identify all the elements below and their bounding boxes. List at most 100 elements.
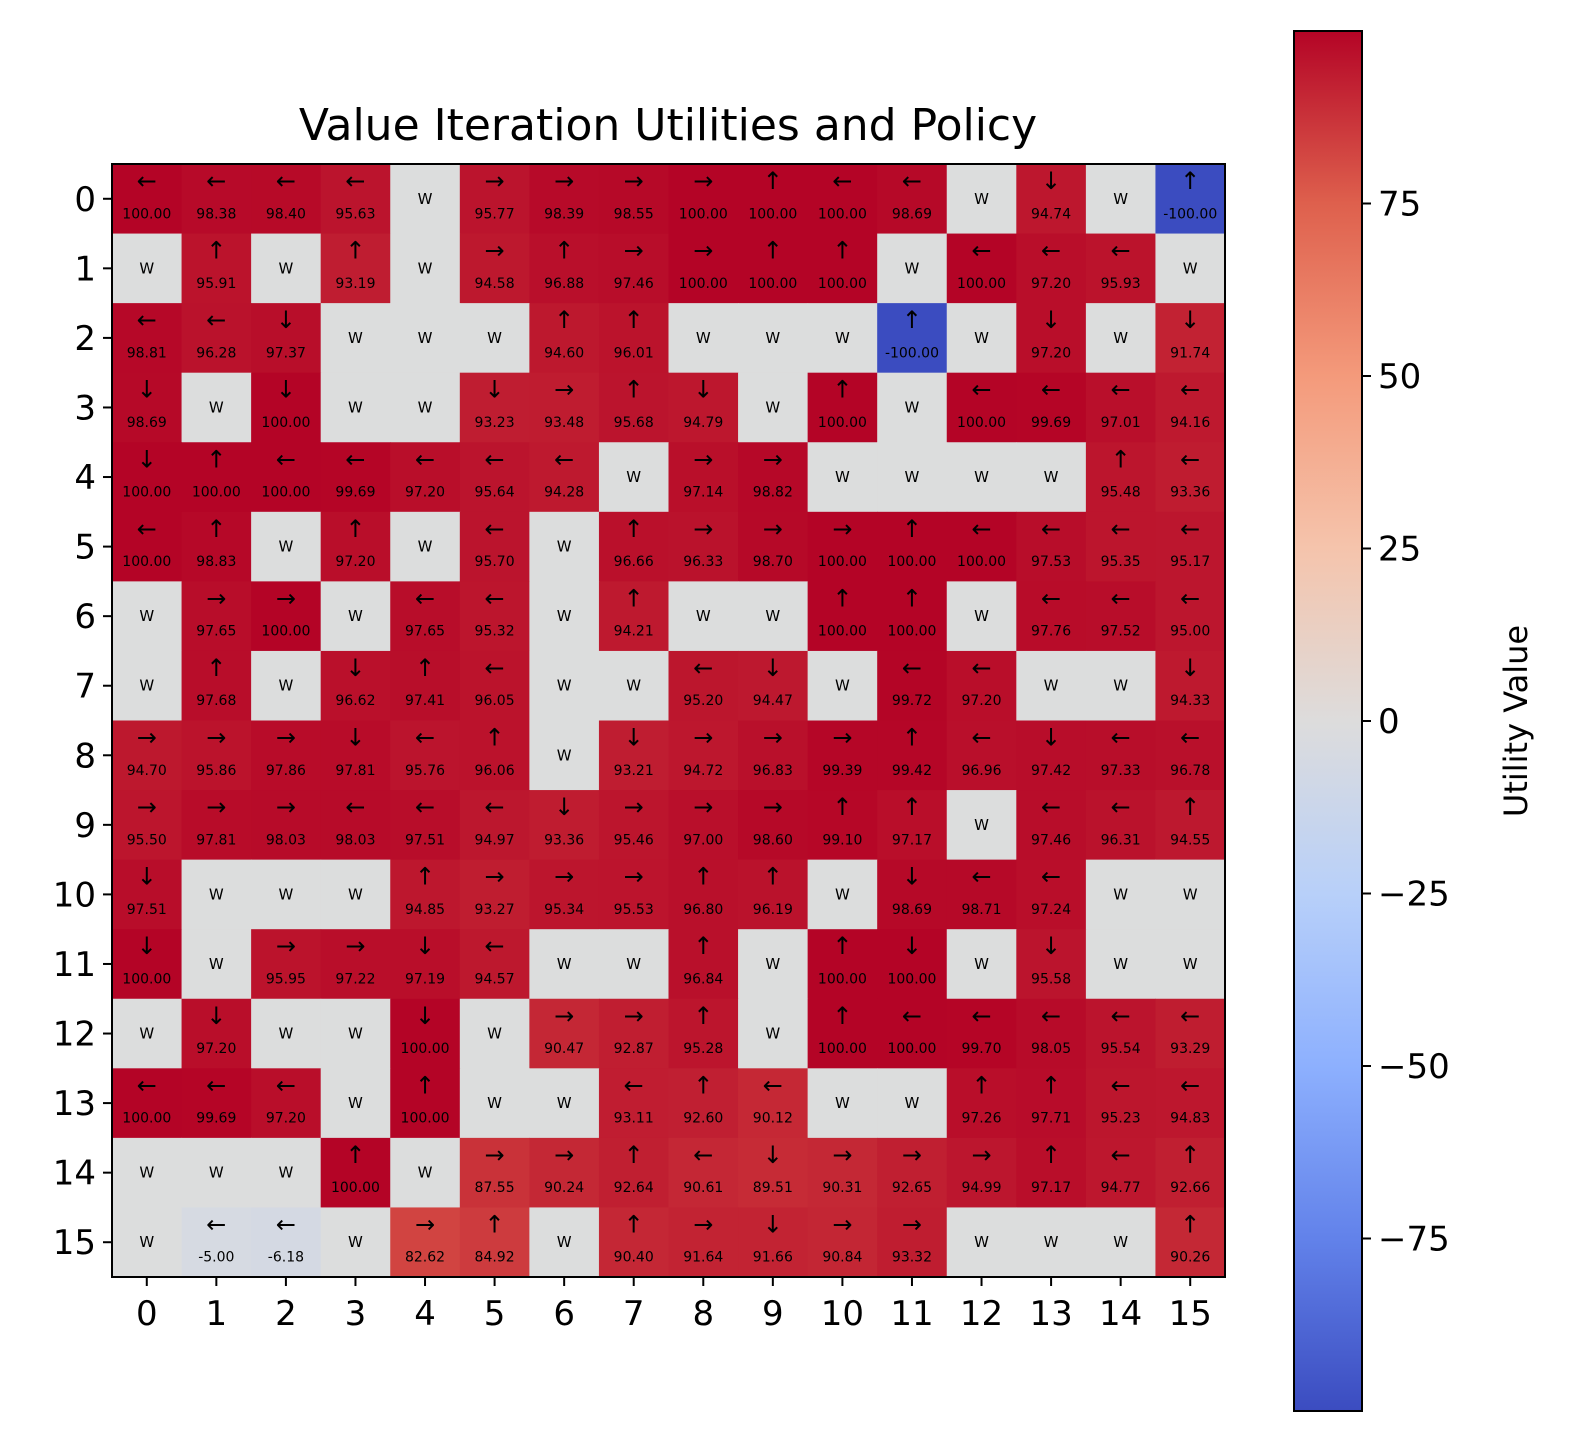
policy-arrow: ↑ xyxy=(693,1071,713,1099)
heatmap-cell xyxy=(390,650,461,721)
utility-value-label: 94.99 xyxy=(961,1180,1001,1196)
policy-arrow: ← xyxy=(137,515,157,543)
policy-arrow: ← xyxy=(1180,376,1200,404)
wall-label: W xyxy=(139,259,154,277)
heatmap-cell xyxy=(459,859,530,930)
wall-label: W xyxy=(1183,955,1198,973)
wall-cell xyxy=(877,233,948,304)
policy-arrow: ↑ xyxy=(1041,1071,1061,1099)
wall-label: W xyxy=(209,398,224,416)
wall-label: W xyxy=(765,1025,780,1043)
utility-value-label: 95.46 xyxy=(614,832,654,848)
utility-value-label: 95.20 xyxy=(683,693,723,709)
utility-value-label: 94.60 xyxy=(544,345,584,361)
wall-label: W xyxy=(835,329,850,347)
x-tick-label: 9 xyxy=(762,1294,784,1334)
wall-cell xyxy=(807,650,878,721)
colorbar-label: Utility Value xyxy=(1497,625,1535,817)
policy-arrow: ↓ xyxy=(1041,167,1061,195)
wall-label: W xyxy=(139,677,154,695)
heatmap-cell xyxy=(320,164,391,235)
policy-arrow: ↑ xyxy=(1180,1210,1200,1238)
wall-label: W xyxy=(1113,677,1128,695)
policy-arrow: → xyxy=(624,1002,644,1030)
heatmap-cell xyxy=(1016,372,1087,443)
policy-arrow: ↑ xyxy=(624,306,644,334)
y-tick-label: 12 xyxy=(53,1015,96,1055)
heatmap-cell xyxy=(668,442,739,513)
wall-cell xyxy=(112,233,183,304)
wall-cell xyxy=(459,1068,530,1139)
policy-arrow: ↓ xyxy=(137,932,157,960)
policy-arrow: → xyxy=(276,793,296,821)
heatmap-cell xyxy=(807,720,878,791)
wall-label: W xyxy=(765,607,780,625)
heatmap-cell xyxy=(668,233,739,304)
heatmap-cell xyxy=(668,372,739,443)
wall-cell xyxy=(738,581,809,652)
heatmap-cell xyxy=(877,929,948,1000)
heatmap-cell xyxy=(946,998,1017,1069)
policy-arrow: ← xyxy=(1111,237,1131,265)
policy-arrow: ← xyxy=(902,1002,922,1030)
heatmap-cell xyxy=(1016,859,1087,930)
policy-arrow: ← xyxy=(1111,1071,1131,1099)
policy-arrow: ↑ xyxy=(624,1210,644,1238)
policy-arrow: ↓ xyxy=(554,793,574,821)
utility-value-label: 100.00 xyxy=(679,276,728,292)
wall-label: W xyxy=(557,677,572,695)
heatmap-cell xyxy=(807,929,878,1000)
wall-label: W xyxy=(348,329,363,347)
heatmap-cell xyxy=(946,233,1017,304)
utility-value-label: 99.42 xyxy=(892,763,932,779)
heatmap-cell xyxy=(738,1207,809,1278)
wall-label: W xyxy=(139,1164,154,1182)
heatmap-cell xyxy=(1085,790,1156,861)
utility-value-label: 95.93 xyxy=(1101,276,1141,292)
wall-label: W xyxy=(139,1025,154,1043)
utility-value-label: 82.62 xyxy=(405,1250,445,1266)
policy-arrow: ↑ xyxy=(345,515,365,543)
wall-label: W xyxy=(278,677,293,695)
policy-arrow: → xyxy=(206,584,226,612)
wall-cell xyxy=(1085,164,1156,235)
utility-value-label: 97.51 xyxy=(405,832,445,848)
heatmap-cell xyxy=(738,1068,809,1139)
x-tick-label: 11 xyxy=(890,1294,933,1334)
policy-arrow: → xyxy=(763,515,783,543)
policy-arrow: ↑ xyxy=(624,1141,644,1169)
wall-cell xyxy=(181,372,252,443)
utility-value-label: 87.55 xyxy=(475,1180,515,1196)
y-tick-label: 14 xyxy=(53,1154,96,1194)
wall-label: W xyxy=(278,1164,293,1182)
utility-value-label: 94.83 xyxy=(1170,1111,1210,1127)
heatmap-cell xyxy=(668,1068,739,1139)
utility-value-label: 99.39 xyxy=(822,763,862,779)
utility-value-label: 99.69 xyxy=(335,485,375,501)
heatmap-cell xyxy=(1155,1207,1226,1278)
policy-arrow: ← xyxy=(485,515,505,543)
y-tick-label: 11 xyxy=(53,945,96,985)
heatmap-cell xyxy=(807,998,878,1069)
heatmap-cell xyxy=(529,303,600,374)
policy-arrow: → xyxy=(554,1002,574,1030)
utility-value-label: 97.20 xyxy=(266,1111,306,1127)
policy-arrow: ← xyxy=(276,1210,296,1238)
heatmap-cell xyxy=(807,511,878,582)
utility-value-label: 97.52 xyxy=(1101,624,1141,640)
utility-value-label: 95.34 xyxy=(544,902,584,918)
wall-label: W xyxy=(974,955,989,973)
wall-label: W xyxy=(278,538,293,556)
heatmap-cell xyxy=(877,998,948,1069)
utility-value-label: 93.11 xyxy=(614,1111,654,1127)
policy-arrow: → xyxy=(485,863,505,891)
y-tick-label: 15 xyxy=(53,1223,96,1263)
policy-arrow: ← xyxy=(485,445,505,473)
wall-cell xyxy=(320,581,391,652)
heatmap-cell xyxy=(1085,998,1156,1069)
wall-cell xyxy=(320,303,391,374)
utility-value-label: 98.55 xyxy=(614,206,654,222)
wall-cell xyxy=(1016,1207,1087,1278)
policy-arrow: ↓ xyxy=(276,376,296,404)
